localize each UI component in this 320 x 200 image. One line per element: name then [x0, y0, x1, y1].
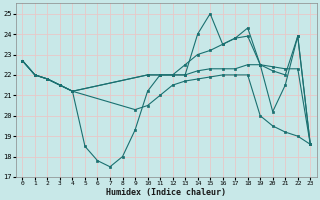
X-axis label: Humidex (Indice chaleur): Humidex (Indice chaleur) [106, 188, 226, 197]
